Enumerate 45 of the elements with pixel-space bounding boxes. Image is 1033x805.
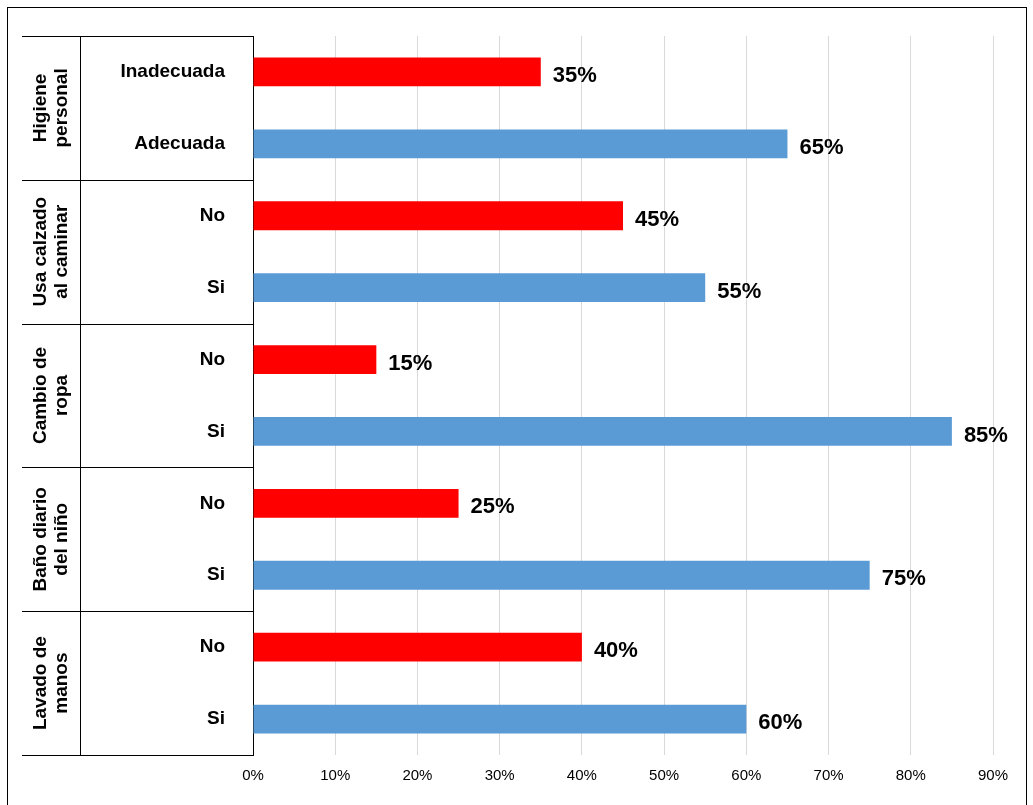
y-tick-label: Si [207,275,225,297]
data-label: 15% [388,349,433,375]
y-tick-label: Inadecuada [120,60,226,82]
data-label: 25% [470,493,515,519]
bar [253,560,870,590]
bar [253,345,377,374]
x-tick-label: 90% [977,766,1009,784]
data-label: 85% [963,421,1008,447]
x-tick-label: 40% [566,766,597,784]
y-tick-label: No [199,347,225,369]
y-tick-label: No [199,203,225,225]
bar [253,57,541,87]
bar [253,704,747,734]
data-label: 40% [593,637,638,663]
data-label: 55% [717,277,762,303]
data-label: 75% [881,565,926,591]
bar [253,129,788,159]
x-tick-label: 0% [242,766,264,784]
text: Cambio de ropa [28,346,71,445]
y-tick-label: No [199,635,225,657]
y-tick-label: Si [207,707,225,729]
text: Usa calzado al caminar [28,196,71,307]
y-tick-label: No [199,491,225,513]
bar [253,417,952,446]
x-tick-label: 10% [320,766,351,784]
text: Lavado de manos [28,636,71,731]
text: Higiene personal [28,68,71,148]
y-tick-label: Si [207,419,225,441]
x-tick-label: 30% [484,766,515,784]
bar [253,488,459,518]
data-label: 35% [552,62,597,88]
y-tick-label: Adecuada [134,132,226,154]
bar [253,273,706,303]
x-tick-label: 50% [649,766,680,784]
text: Baño diario del niño [28,487,71,592]
data-label: 65% [799,133,844,159]
data-label: 45% [635,205,680,231]
y-tick-label: Si [207,563,225,585]
x-tick-label: 60% [731,766,762,784]
data-label: 60% [758,709,803,735]
bar [253,201,623,231]
x-tick-label: 70% [813,766,844,784]
x-tick-label: 20% [402,766,433,784]
bar [253,632,582,662]
x-tick-label: 80% [895,766,926,784]
